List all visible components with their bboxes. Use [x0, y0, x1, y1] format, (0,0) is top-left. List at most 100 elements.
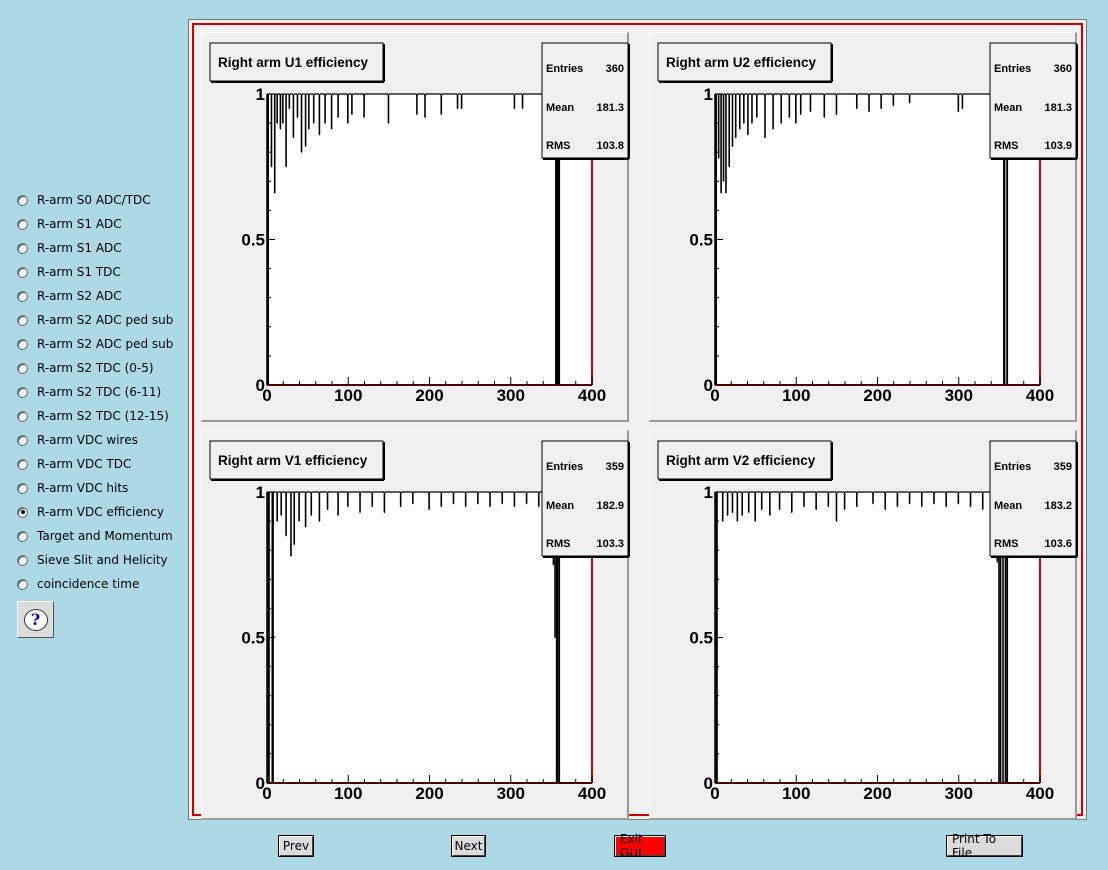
- x-tick-label: 300: [497, 386, 525, 405]
- title-box-bg: [657, 440, 832, 480]
- x-tick-label: 0: [262, 386, 271, 405]
- radio-label: R-arm S2 TDC (6-11): [37, 385, 162, 399]
- radio-option[interactable]: R-arm S2 TDC (12-15): [17, 407, 169, 425]
- y-tick-label: 0.5: [241, 231, 265, 250]
- stats-value: 103.3: [596, 538, 624, 550]
- radio-label: R-arm S1 ADC: [37, 217, 122, 231]
- radio-button[interactable]: [17, 554, 28, 566]
- radio-button[interactable]: [17, 362, 28, 374]
- stats-label: Mean: [994, 102, 1022, 114]
- radio-button[interactable]: [17, 314, 28, 326]
- radio-option[interactable]: R-arm S0 ADC/TDC: [17, 191, 151, 209]
- stats-value: 182.9: [596, 500, 624, 512]
- histogram-chart: 0 100 200 300 400 0 0.5 1 Right arm V1 efficienc…: [209, 440, 630, 803]
- radio-option[interactable]: R-arm S2 ADC ped sub: [17, 335, 173, 353]
- stats-value: 103.6: [1044, 538, 1072, 550]
- canvas-frame: 0 100 200 300 400 0 0.5 1 Right arm U1 efficienc…: [188, 19, 1087, 820]
- radio-option[interactable]: R-arm S1 ADC: [17, 239, 122, 257]
- y-tick-label: 1: [256, 483, 265, 502]
- radio-button[interactable]: [17, 434, 28, 446]
- plot-area: [267, 94, 592, 385]
- radio-button[interactable]: [17, 530, 28, 542]
- stats-label: Entries: [994, 63, 1031, 75]
- radio-option[interactable]: R-arm S1 ADC: [17, 215, 122, 233]
- radio-option[interactable]: R-arm S2 ADC ped sub: [17, 311, 173, 329]
- x-tick-label: 100: [782, 784, 810, 803]
- radio-button[interactable]: [17, 482, 28, 494]
- radio-option[interactable]: R-arm VDC wires: [17, 431, 138, 449]
- x-tick-label: 0: [710, 784, 719, 803]
- stats-value: 103.9: [1044, 140, 1072, 152]
- radio-button-checked[interactable]: [17, 506, 28, 518]
- radio-label: Target and Momentum: [37, 529, 173, 543]
- plot-area: [715, 94, 1040, 385]
- plot-area: [715, 492, 1040, 783]
- radio-option[interactable]: coincidence time: [17, 575, 139, 593]
- radio-label: R-arm VDC hits: [37, 481, 129, 495]
- histogram-chart: 0 100 200 300 400 0 0.5 1 Right arm U1 efficienc…: [209, 42, 630, 405]
- radio-label: Sieve Slit and Helicity: [37, 553, 168, 567]
- y-tick-label: 0.5: [241, 629, 265, 648]
- x-tick-label: 100: [334, 784, 362, 803]
- radio-label: R-arm S1 TDC: [37, 265, 121, 279]
- radio-button[interactable]: [17, 386, 28, 398]
- print-to-file-button[interactable]: Print To File: [946, 832, 1023, 860]
- y-tick-label: 0: [256, 376, 265, 395]
- stats-value: 359: [1054, 461, 1072, 473]
- help-button[interactable]: ?: [17, 601, 54, 638]
- radio-button[interactable]: [17, 578, 28, 590]
- x-tick-label: 300: [945, 386, 973, 405]
- radio-button[interactable]: [17, 458, 28, 470]
- radio-option[interactable]: R-arm S2 TDC (6-11): [17, 383, 161, 401]
- radio-button[interactable]: [17, 290, 28, 302]
- radio-option[interactable]: R-arm VDC efficiency: [17, 503, 164, 521]
- radio-label: coincidence time: [37, 577, 140, 591]
- histogram-pad: 0 100 200 300 400 0 0.5 1 Right arm U2 efficienc…: [649, 32, 1078, 422]
- radio-label: R-arm S1 ADC: [37, 241, 122, 255]
- radio-option[interactable]: R-arm VDC TDC: [17, 455, 131, 473]
- y-tick-label: 1: [704, 85, 713, 104]
- radio-label: R-arm S2 TDC (12-15): [37, 409, 169, 423]
- histogram-pad: 0 100 200 300 400 0 0.5 1 Right arm U1 efficienc…: [201, 32, 630, 422]
- radio-button[interactable]: [17, 338, 28, 350]
- next-button[interactable]: Next: [451, 835, 486, 857]
- histogram-chart: 0 100 200 300 400 0 0.5 1 Right arm V2 efficienc…: [657, 440, 1078, 803]
- y-tick-label: 1: [256, 85, 265, 104]
- radio-label: R-arm S2 ADC: [37, 289, 122, 303]
- stats-box: [541, 440, 629, 557]
- stats-label: Mean: [546, 500, 574, 512]
- stats-label: Entries: [546, 63, 583, 75]
- stats-value: 181.3: [596, 102, 624, 114]
- sidebar: ? R-arm S0 ADC/TDC R-arm S1 ADC R-arm S1 A…: [0, 0, 185, 870]
- radio-label: R-arm S2 TDC (0-5): [37, 361, 154, 375]
- radio-option[interactable]: Sieve Slit and Helicity: [17, 551, 168, 569]
- histogram-title: Right arm U2 efficiency: [666, 55, 817, 70]
- radio-label: R-arm VDC wires: [37, 433, 138, 447]
- x-tick-label: 200: [415, 386, 443, 405]
- radio-label: R-arm S0 ADC/TDC: [37, 193, 151, 207]
- radio-button[interactable]: [17, 194, 28, 206]
- x-tick-label: 100: [782, 386, 810, 405]
- plot-area: [267, 492, 592, 783]
- radio-button[interactable]: [17, 266, 28, 278]
- exit-gui-button[interactable]: Exit GUI: [614, 832, 666, 860]
- stats-label: Entries: [994, 461, 1031, 473]
- x-tick-label: 300: [497, 784, 525, 803]
- radio-button[interactable]: [17, 410, 28, 422]
- radio-option[interactable]: R-arm VDC hits: [17, 479, 128, 497]
- title-box-bg: [209, 42, 384, 82]
- radio-option[interactable]: R-arm S2 ADC: [17, 287, 122, 305]
- x-tick-label: 400: [1026, 386, 1054, 405]
- radio-option[interactable]: Target and Momentum: [17, 527, 173, 545]
- prev-button[interactable]: Prev: [278, 835, 314, 857]
- radio-button[interactable]: [17, 218, 28, 230]
- stats-value: 360: [606, 63, 624, 75]
- x-tick-label: 0: [262, 784, 271, 803]
- x-tick-label: 200: [863, 386, 891, 405]
- radio-button[interactable]: [17, 242, 28, 254]
- stats-label: RMS: [546, 538, 570, 550]
- radio-option[interactable]: R-arm S2 TDC (0-5): [17, 359, 154, 377]
- radio-option[interactable]: R-arm S1 TDC: [17, 263, 121, 281]
- stats-value: 181.3: [1044, 102, 1072, 114]
- histogram-title: Right arm V1 efficiency: [218, 453, 368, 468]
